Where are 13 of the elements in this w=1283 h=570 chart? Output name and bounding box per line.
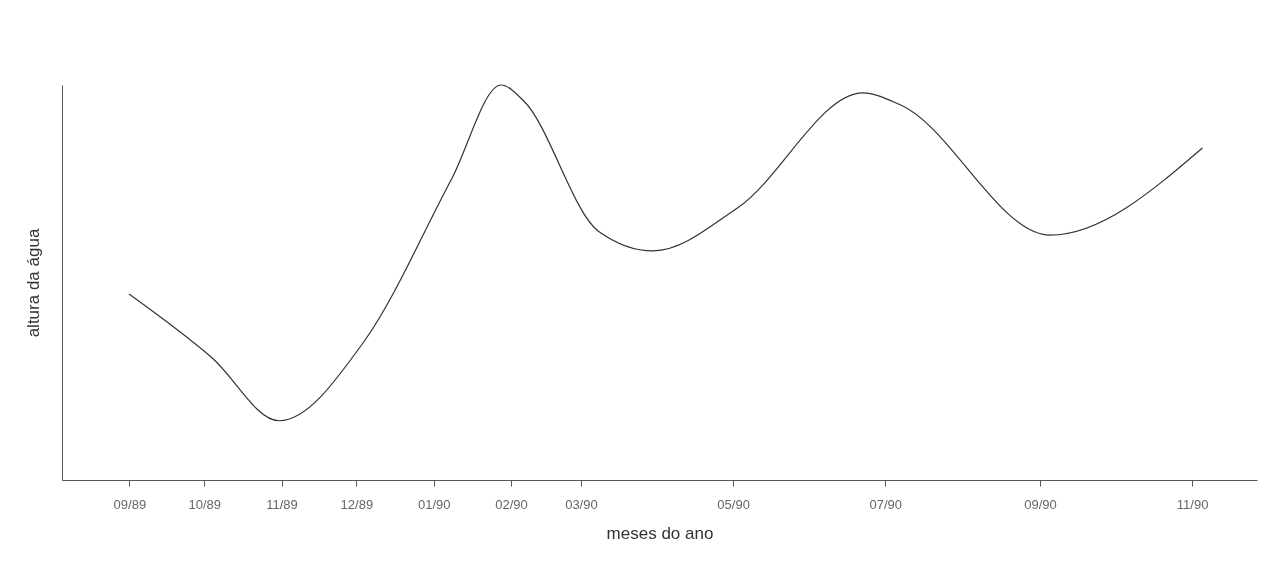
x-tick-label: 02/90	[495, 496, 528, 512]
x-tick-label: 09/90	[1024, 496, 1057, 512]
x-axis-title: meses do ano	[606, 523, 714, 543]
x-tick-label: 01/90	[417, 496, 451, 512]
x-tick-label: 05/90	[717, 496, 750, 512]
x-tick-label: 03/90	[565, 496, 598, 512]
x-tick-label: 07/90	[869, 496, 903, 512]
x-tick-label: 11/90	[1176, 496, 1209, 512]
x-tick-label: 12/89	[340, 496, 374, 512]
x-tick-label: 11/89	[266, 496, 298, 512]
x-tick-label: 09/89	[113, 496, 147, 512]
y-axis-title: altura da água	[23, 228, 43, 338]
x-tick-label: 10/89	[188, 496, 221, 512]
